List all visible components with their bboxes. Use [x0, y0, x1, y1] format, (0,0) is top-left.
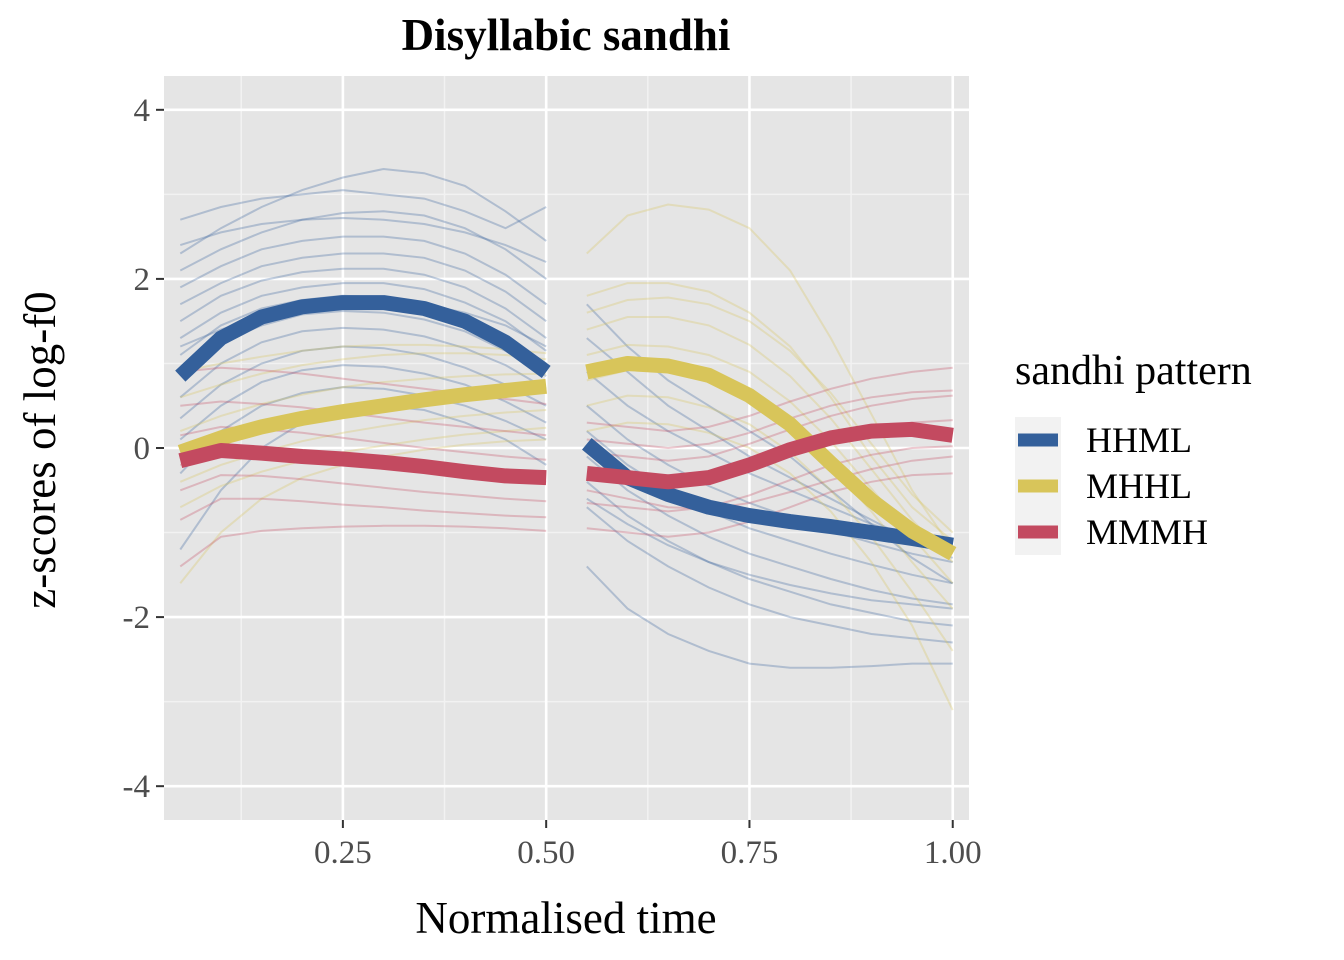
contour-hhml: [180, 216, 547, 263]
y-tick-label: 2: [134, 262, 151, 298]
contour-hhml: [179, 235, 547, 306]
contour-mmmh: [179, 497, 547, 521]
mean-contours: [175, 295, 957, 561]
major-gridlines: [164, 76, 969, 820]
mean-line-mhhl: [585, 356, 957, 561]
legend-keys: HHML MHHL MMMH: [1015, 417, 1208, 555]
contour-hhml: [586, 506, 953, 644]
mean-line-hhml: [175, 295, 551, 382]
mean-line-mmmh: [178, 443, 547, 486]
contour-mhhl: [180, 343, 547, 373]
contour-hhml: [179, 210, 547, 280]
contour-hhml: [179, 326, 547, 399]
contour-mhhl: [586, 282, 954, 542]
contour-hhml: [179, 252, 547, 323]
mean-line-mmmh: [586, 421, 954, 490]
y-axis: -4 -2 0 2 4: [123, 93, 164, 805]
contour-mhhl: [586, 316, 954, 563]
contour-hhml: [179, 167, 547, 255]
contour-hhml: [180, 189, 547, 230]
legend: sandhi pattern HHML MHHL MMMH: [1015, 348, 1252, 555]
contour-mmmh: [586, 394, 953, 462]
mean-line-mhhl: [177, 378, 547, 460]
x-axis: 0.25 0.50 0.75 1.00: [314, 820, 982, 871]
plot-panel: [164, 76, 969, 820]
legend-label-mmmh: MMMH: [1086, 512, 1208, 552]
contour-mmmh: [586, 455, 953, 510]
legend-title: sandhi pattern: [1015, 348, 1252, 394]
x-axis-title: Normalised time: [415, 893, 716, 943]
contour-hhml: [586, 404, 953, 564]
contour-hhml: [586, 481, 953, 627]
contour-mmmh: [586, 389, 953, 450]
contour-mmmh: [179, 524, 547, 568]
contour-hhml: [179, 282, 547, 352]
contour-mhhl: [586, 203, 954, 551]
contour-hhml: [179, 386, 547, 475]
y-tick-label: -2: [123, 600, 151, 636]
contour-hhml: [179, 267, 547, 339]
contour-mhhl: [586, 394, 954, 652]
contour-hhml: [586, 565, 953, 669]
x-tick-label: 0.25: [314, 835, 372, 871]
contour-mmmh: [586, 445, 953, 513]
contour-mhhl: [179, 426, 547, 509]
contour-hhml: [586, 455, 953, 606]
contour-mhhl: [179, 372, 547, 433]
x-tick-label: 0.75: [721, 835, 779, 871]
y-tick-label: -4: [123, 769, 151, 805]
y-tick-label: 4: [134, 93, 151, 129]
x-tick-label: 1.00: [924, 835, 982, 871]
x-tick-label: 0.50: [517, 835, 575, 871]
contour-mhhl: [586, 296, 954, 534]
legend-label-hhml: HHML: [1086, 420, 1192, 460]
contour-hhml: [179, 345, 547, 420]
contour-hhml: [586, 497, 953, 610]
contour-mmmh: [179, 474, 547, 503]
y-axis-title: z-scores of log-f0: [15, 291, 65, 608]
y-tick-label: 0: [134, 431, 151, 467]
contour-mhhl: [180, 352, 547, 399]
chart-title: Disyllabic sandhi: [402, 10, 731, 60]
legend-label-mhhl: MHHL: [1086, 466, 1192, 506]
